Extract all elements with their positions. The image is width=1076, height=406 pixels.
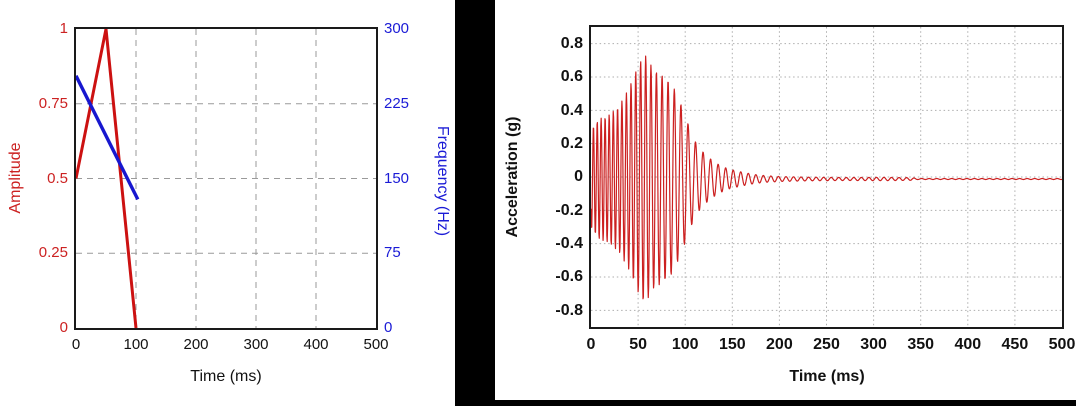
right-figure-x-axis-title-time: Time (ms) [789, 368, 865, 385]
right-x-tick-label: 200 [766, 336, 793, 353]
left-frequency-tick-label: 300 [384, 20, 410, 37]
right-x-tick-label: 150 [718, 336, 746, 353]
right-y-tick-label: 0.2 [560, 134, 583, 152]
right-plot-area [589, 25, 1064, 329]
left-x-tick-label: 100 [123, 336, 149, 353]
figure-acceleration-response: Acceleration (g) Time (ms) 0.8 0.6 0.4 0.2 0… [495, 0, 1076, 400]
right-y-tick-label: -0.2 [555, 201, 583, 219]
figure-wavelet-definition: Amplitude Frequency (Hz) Time (ms) 1 0.75… [0, 0, 455, 406]
wavelet-definition-chart [76, 29, 376, 328]
right-x-tick-label: 350 [907, 336, 935, 353]
left-x-tick-label: 500 [363, 336, 389, 353]
left-amplitude-tick-label: 0.75 [38, 94, 68, 112]
right-y-tick-label: -0.4 [555, 234, 583, 252]
left-amplitude-tick-label: 1 [59, 20, 68, 37]
right-x-tick-label: 400 [954, 336, 982, 353]
right-y-tick-label: 0 [574, 168, 583, 186]
left-x-tick-label: 300 [243, 336, 269, 353]
left-amplitude-tick-label: 0.25 [38, 244, 68, 262]
right-x-tick-label: 250 [813, 336, 840, 353]
left-frequency-tick-label: 75 [384, 244, 401, 262]
separator-bar-bottom [455, 400, 1076, 406]
right-x-tick-label: 100 [671, 336, 699, 353]
left-x-axis-title-time: Time (ms) [190, 368, 262, 385]
right-y-tick-label: 0.6 [560, 68, 583, 86]
right-x-tick-label: 500 [1048, 336, 1076, 353]
left-plot-area [74, 27, 378, 330]
right-x-tick-label: 300 [860, 336, 887, 353]
left-frequency-tick-label: 225 [384, 94, 410, 112]
separator-bar-vertical [455, 0, 495, 406]
right-x-tick-label: 450 [1001, 336, 1029, 353]
left-x-tick-label: 200 [183, 336, 209, 353]
right-figure-y-axis-title-acceleration: Acceleration (g) [504, 116, 521, 238]
left-frequency-tick-label: 0 [384, 319, 393, 336]
right-y-tick-label: 0.4 [560, 101, 583, 119]
right-y-tick-label: -0.6 [555, 268, 583, 286]
right-y-tick-label: -0.8 [555, 301, 583, 319]
left-amplitude-tick-label: 0.5 [47, 169, 68, 187]
left-x-tick-label: 400 [303, 336, 329, 353]
right-x-tick-label: 0 [586, 336, 596, 353]
right-x-tick-label: 50 [629, 336, 647, 353]
left-x-tick-label: 0 [71, 336, 81, 353]
left-frequency-tick-label: 150 [384, 169, 410, 187]
right-y-tick-label: 0.8 [560, 35, 583, 52]
acceleration-response-chart [591, 27, 1062, 327]
left-amplitude-tick-label: 0 [59, 319, 68, 336]
